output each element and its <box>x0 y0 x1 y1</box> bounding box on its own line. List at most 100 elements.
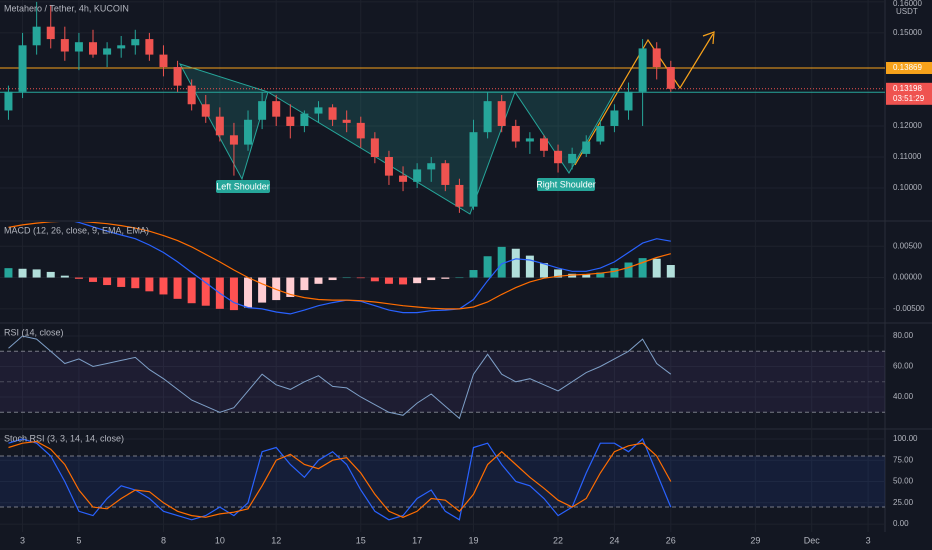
histogram-bar <box>60 275 69 278</box>
histogram-bar <box>582 274 591 278</box>
candle-body <box>4 91 13 111</box>
histogram-bar <box>652 258 661 278</box>
candle-body <box>384 157 393 176</box>
histogram-bar <box>103 277 112 286</box>
annotation: Right Shoulder <box>536 179 596 189</box>
candle-body <box>469 132 478 207</box>
histogram-bar <box>525 255 534 278</box>
candle-body <box>131 39 140 46</box>
candle-body <box>554 150 563 164</box>
chart-title: Metahero / Tether, 4h, KUCOIN <box>4 3 129 13</box>
histogram-bar <box>4 268 13 278</box>
price-tag <box>886 61 932 74</box>
candle-body <box>74 42 83 52</box>
candle-body <box>652 48 661 68</box>
histogram-bar <box>539 263 548 278</box>
band <box>0 455 885 508</box>
indicator-line <box>8 222 671 310</box>
candle-body <box>455 184 464 207</box>
histogram-bar <box>384 277 393 284</box>
candle-body <box>300 113 309 126</box>
x-tick-label: 29 <box>750 535 760 545</box>
histogram-bar <box>342 277 351 279</box>
histogram-bar <box>131 277 140 289</box>
pane-title: MACD (12, 26, close, 9, EMA, EMA) <box>4 225 149 235</box>
histogram-bar <box>497 246 506 278</box>
price-tag-label: 0.13869 <box>893 63 922 72</box>
candle-body <box>666 67 675 89</box>
unit-label: USDT <box>896 7 918 16</box>
last-price-label: 0.13198 <box>893 84 922 93</box>
histogram-bar <box>201 277 210 306</box>
y-tick-label: 0.15000 <box>893 28 922 37</box>
histogram-bar <box>568 273 577 278</box>
y-tick-label: 0.00 <box>893 519 909 528</box>
pane <box>0 1 885 213</box>
histogram-bar <box>244 277 253 308</box>
histogram-bar <box>554 269 563 278</box>
histogram-bar <box>173 277 182 299</box>
x-tick-label: 17 <box>412 535 422 545</box>
histogram-bar <box>441 277 450 279</box>
y-tick-label: -0.00500 <box>893 304 925 313</box>
histogram-bar <box>638 258 647 278</box>
candle-body <box>596 125 605 142</box>
indicator-line <box>8 437 672 521</box>
candle-body <box>117 45 126 49</box>
candle-body <box>60 39 69 52</box>
candle-body <box>483 101 492 133</box>
y-tick-label: 0.10000 <box>893 183 922 192</box>
candle-body <box>244 119 253 145</box>
x-tick-label: 15 <box>356 535 366 545</box>
pane <box>4 222 675 315</box>
x-tick-label: Dec <box>804 535 821 545</box>
candle-body <box>258 101 267 120</box>
histogram-bar <box>483 256 492 278</box>
y-tick-label: 80.00 <box>893 331 914 340</box>
pane <box>0 437 885 521</box>
indicator-line <box>8 440 672 518</box>
y-tick-label: 0.11000 <box>893 152 922 161</box>
candle-body <box>314 107 323 114</box>
histogram-bar <box>399 277 408 285</box>
candle-body <box>18 45 27 92</box>
histogram-bar <box>511 248 520 278</box>
candle-body <box>229 135 238 145</box>
candle-body <box>201 104 210 117</box>
candle-body <box>145 39 154 55</box>
candle-body <box>342 119 351 123</box>
y-tick-label: 25.00 <box>893 498 914 507</box>
candle-body <box>286 116 295 126</box>
histogram-bar <box>370 277 379 282</box>
pane-title: RSI (14, close) <box>4 327 64 337</box>
histogram-bar <box>286 277 295 297</box>
candle-body <box>173 67 182 86</box>
histogram-bar <box>32 269 41 278</box>
histogram-bar <box>610 268 619 278</box>
histogram-bar <box>74 277 83 279</box>
candle-body <box>356 122 365 139</box>
last-price-tag <box>886 82 932 105</box>
histogram-bar <box>413 277 422 284</box>
x-tick-label: 3 <box>866 535 871 545</box>
x-tick-label: 22 <box>553 535 563 545</box>
histogram-bar <box>314 277 323 284</box>
candle-body <box>413 169 422 182</box>
candle-body <box>610 110 619 126</box>
histogram-bar <box>469 270 478 278</box>
candle-body <box>46 26 55 40</box>
x-tick-label: 5 <box>76 535 81 545</box>
histogram-bar <box>18 268 27 278</box>
candle-body <box>370 138 379 158</box>
candle-body <box>32 26 41 46</box>
y-tick-label: 60.00 <box>893 362 914 371</box>
indicator-line <box>8 335 672 420</box>
candle-body <box>215 116 224 136</box>
x-tick-label: 24 <box>609 535 619 545</box>
histogram-bar <box>46 271 55 278</box>
annotation-box <box>537 178 595 191</box>
y-tick-label: 75.00 <box>893 455 914 464</box>
candle-body <box>582 141 591 154</box>
y-tick-label: 50.00 <box>893 477 914 486</box>
